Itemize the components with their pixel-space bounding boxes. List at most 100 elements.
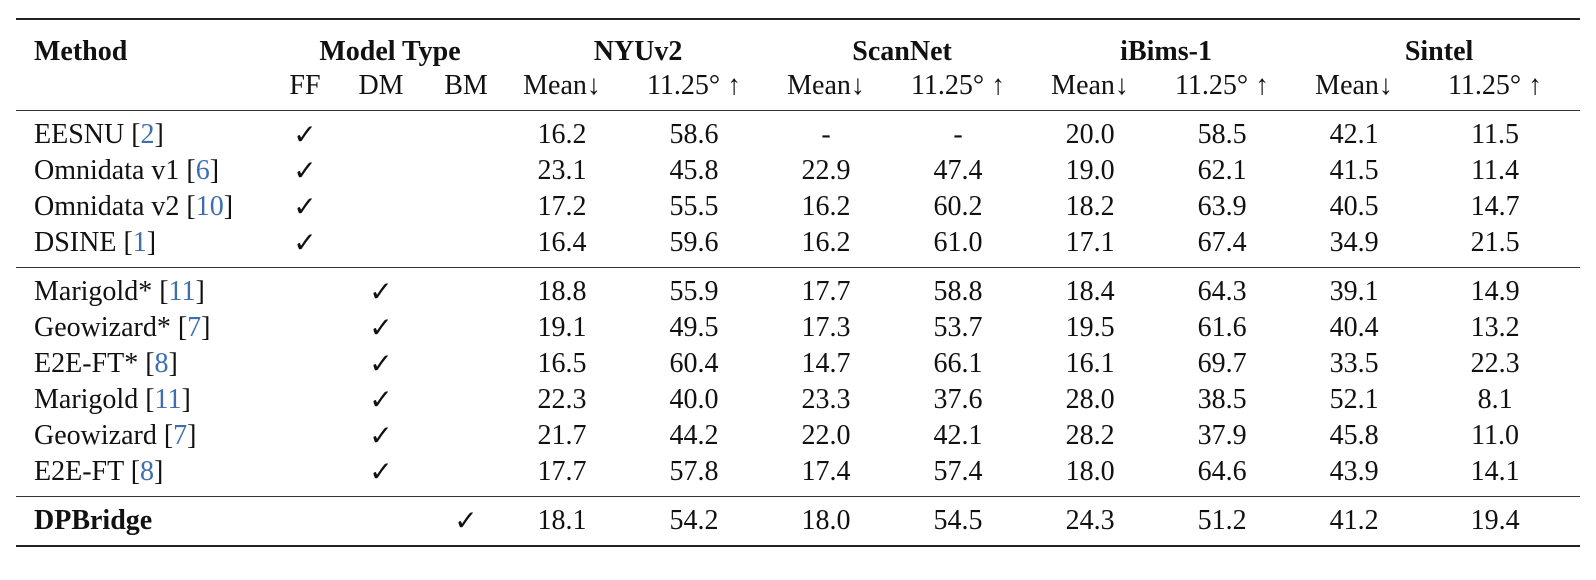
angle-value: 69.7	[1197, 348, 1247, 379]
mean-value: 23.1	[537, 155, 587, 186]
mean-value: 14.7	[801, 348, 851, 379]
mean-value: 41.2	[1329, 505, 1379, 536]
header-method: Method	[34, 36, 128, 67]
method-label: DSINE [	[34, 227, 133, 258]
mean-value: 16.4	[537, 227, 587, 258]
mean-value: 18.4	[1065, 276, 1115, 307]
mean-value: -	[821, 119, 831, 150]
angle-value: 44.2	[669, 420, 719, 451]
angle-value: 66.1	[933, 348, 983, 379]
model-type-bm-check	[426, 418, 506, 454]
angle-value: 51.2	[1197, 505, 1247, 536]
top-rule	[16, 18, 1580, 20]
model-type-ff-check	[274, 454, 336, 496]
citation-link[interactable]: 7	[173, 420, 188, 451]
method-name: Omnidata v1 [6]	[16, 153, 274, 189]
header-angle: 11.25° ↑	[646, 70, 742, 101]
angle-value: 53.7	[933, 312, 983, 343]
model-type-ff-check	[274, 268, 336, 310]
mean-value: 22.0	[801, 420, 851, 451]
method-name: DSINE [1]	[16, 225, 274, 267]
mean-value: 21.7	[537, 420, 587, 451]
mean-value: 17.2	[537, 191, 587, 222]
model-type-dm-check: ✓	[369, 349, 393, 380]
citation-bracket: ]	[168, 348, 178, 379]
method-label: Omnidata v1 [	[34, 155, 196, 186]
mean-value: 16.2	[537, 119, 587, 150]
mean-value: 18.0	[1065, 456, 1115, 487]
method-label: EESNU [	[34, 119, 141, 150]
angle-value: 60.2	[933, 191, 983, 222]
angle-value: 55.5	[669, 191, 719, 222]
header-rule	[16, 110, 1581, 111]
mean-value: 40.5	[1329, 191, 1379, 222]
method-name: DPBridge	[16, 497, 274, 545]
table-row: EESNU [2] ✓ 16.2 58.6 - - 20.0 58.5 42.1 11.5	[16, 111, 1580, 153]
angle-value: 64.6	[1197, 456, 1247, 487]
model-type-dm-check: ✓	[369, 457, 393, 488]
mean-value: 45.8	[1329, 420, 1379, 451]
model-type-bm-check	[426, 454, 506, 496]
header-mean: Mean↓	[787, 70, 865, 101]
results-table: Method Model Type NYUv2 ScanNet iBims-1 …	[16, 18, 1581, 547]
header-dataset-sintel: Sintel	[1404, 36, 1474, 67]
method-label: Marigold* [	[34, 276, 169, 307]
citation-link[interactable]: 6	[195, 155, 210, 186]
citation-link[interactable]: 1	[132, 227, 147, 258]
mean-value: 18.8	[537, 276, 587, 307]
citation-link[interactable]: 8	[140, 456, 155, 487]
angle-value: 11.0	[1471, 420, 1520, 451]
citation-link[interactable]: 10	[195, 191, 224, 222]
header-dataset-scannet: ScanNet	[852, 36, 952, 67]
model-type-bm-check	[426, 310, 506, 346]
method-name: Marigold [11]	[16, 382, 274, 418]
method-name: Omnidata v2 [10]	[16, 189, 274, 225]
angle-value: 61.0	[933, 227, 983, 258]
header-ff: FF	[289, 70, 321, 101]
angle-value: 45.8	[669, 155, 719, 186]
model-type-ff-check	[274, 497, 336, 545]
header-angle: 11.25° ↑	[1447, 70, 1543, 101]
method-label: Geowizard [	[34, 420, 174, 451]
header-bm: BM	[444, 70, 488, 101]
citation-bracket: ]	[181, 384, 191, 415]
angle-value: -	[953, 119, 963, 150]
method-label: E2E-FT* [	[34, 348, 155, 379]
citation-bracket: ]	[223, 191, 234, 222]
model-type-dm-check: ✓	[369, 313, 393, 344]
header-angle: 11.25° ↑	[910, 70, 1006, 101]
model-type-ff-check	[274, 418, 336, 454]
mean-value: 16.2	[801, 227, 851, 258]
angle-value: 60.4	[669, 348, 719, 379]
model-type-ff-check	[274, 382, 336, 418]
model-type-ff-check: ✓	[293, 228, 317, 259]
method-name: EESNU [2]	[16, 111, 274, 153]
header-model-type: Model Type	[319, 36, 461, 67]
mean-value: 18.1	[537, 505, 587, 536]
method-name: Geowizard [7]	[16, 418, 274, 454]
mean-value: 18.0	[801, 505, 851, 536]
angle-value: 57.8	[669, 456, 719, 487]
model-type-ff-check	[274, 346, 336, 382]
angle-value: 57.4	[933, 456, 983, 487]
header-mean: Mean↓	[523, 70, 601, 101]
model-type-dm-check	[336, 189, 426, 225]
citation-link[interactable]: 11	[154, 384, 182, 415]
angle-value: 55.9	[669, 276, 719, 307]
group-separator	[16, 267, 1581, 268]
angle-value: 58.8	[933, 276, 983, 307]
citation-link[interactable]: 7	[187, 312, 202, 343]
mean-value: 33.5	[1329, 348, 1379, 379]
angle-value: 40.0	[669, 384, 719, 415]
model-type-bm-check	[426, 268, 506, 310]
citation-link[interactable]: 8	[154, 348, 169, 379]
citation-link[interactable]: 2	[140, 119, 155, 150]
mean-value: 19.0	[1065, 155, 1115, 186]
mean-value: 19.5	[1065, 312, 1115, 343]
mean-value: 16.5	[537, 348, 587, 379]
angle-value: 11.4	[1471, 155, 1520, 186]
mean-value: 17.7	[801, 276, 851, 307]
table-row: E2E-FT [8] ✓ 17.7 57.8 17.4 57.4 18.0 64.6 43.9 1…	[16, 454, 1580, 496]
citation-link[interactable]: 11	[168, 276, 196, 307]
citation-bracket: ]	[146, 227, 157, 258]
